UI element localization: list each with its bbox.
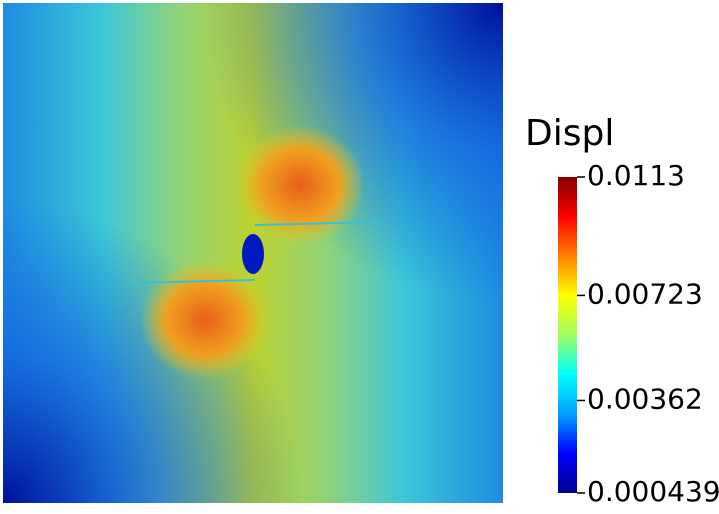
tick-label: 0.000439 — [587, 475, 719, 508]
tick-label: 0.00723 — [587, 277, 703, 310]
colorbar — [558, 177, 577, 493]
tick-label: 0.0113 — [587, 159, 685, 192]
colorbar-title: Displ — [525, 113, 614, 154]
field — [3, 3, 503, 503]
tick-label: 0.00362 — [587, 382, 703, 415]
